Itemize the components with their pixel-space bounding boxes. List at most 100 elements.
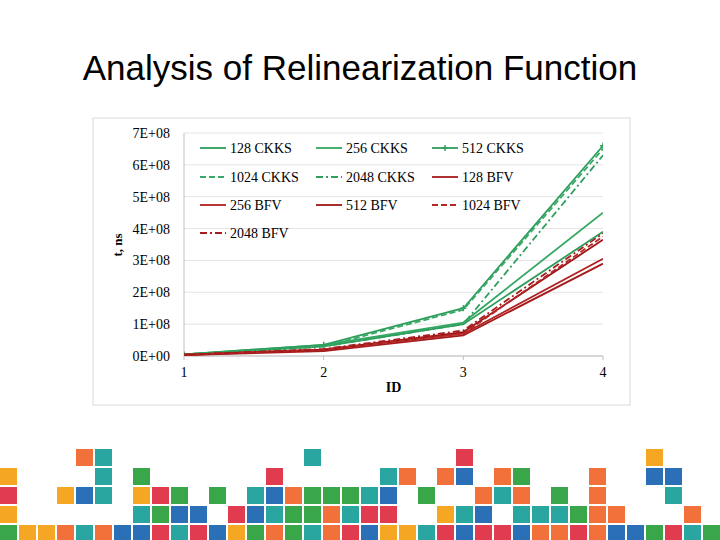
deco-square [114,525,131,540]
deco-square [627,525,644,540]
deco-square [19,525,36,540]
deco-square [646,525,663,540]
legend-item: 128 BFV [432,170,514,185]
deco-square [228,506,245,523]
deco-square [247,525,264,540]
y-tick-label: 0E+00 [133,349,170,364]
legend-label: 2048 CKKS [346,170,415,185]
deco-square [133,468,150,485]
decoration [0,449,720,540]
deco-square [266,525,283,540]
deco-square [304,506,321,523]
deco-square [646,449,663,466]
deco-square [76,449,93,466]
deco-square [703,525,720,540]
deco-square [247,506,264,523]
legend-swatch [432,204,458,206]
x-axis-title: ID [386,380,402,395]
legend-swatch [200,176,226,178]
background [0,0,720,540]
legend-item: 2048 BFV [200,226,289,241]
legend-label: 512 CKKS [462,141,524,156]
x-tick [184,356,185,360]
deco-square [171,525,188,540]
deco-square [361,506,378,523]
deco-square [285,487,302,504]
deco-square [342,506,359,523]
deco-square [380,468,397,485]
legend-swatch [316,176,342,178]
deco-square [95,487,112,504]
deco-square [418,487,435,504]
y-tick-label: 6E+08 [133,158,170,173]
deco-square [570,506,587,523]
deco-square [475,487,492,504]
deco-square [665,468,682,485]
deco-square [285,506,302,523]
plot-area [184,143,603,356]
deco-square [684,525,701,540]
legend-marker [442,145,448,151]
deco-square [76,525,93,540]
deco-square [0,506,17,523]
legend-item: 1024 BFV [432,198,521,213]
deco-square [589,487,606,504]
deco-square [57,525,74,540]
deco-square [513,525,530,540]
title: Analysis of Relinearization Function [83,48,637,87]
deco-square [342,487,359,504]
y-axis-title: t, ns [110,233,125,256]
x-tick-label: 4 [600,365,607,380]
y-axis [184,133,185,356]
y-tick-label: 4E+08 [133,222,170,237]
deco-square [0,468,17,485]
deco-square [494,487,511,504]
series-line [184,149,603,354]
deco-square [665,525,682,540]
deco-square [304,525,321,540]
deco-square [152,525,169,540]
deco-square [323,525,340,540]
deco-square [323,506,340,523]
legend-item: 256 BFV [200,198,282,213]
deco-square [589,525,606,540]
deco-square [456,449,473,466]
deco-square [95,525,112,540]
deco-square [285,525,302,540]
deco-square [380,487,397,504]
deco-square [513,487,530,504]
deco-square [266,506,283,523]
deco-square [475,525,492,540]
deco-square [0,487,17,504]
legend-swatch [200,232,226,234]
deco-square [399,525,416,540]
deco-square [494,525,511,540]
deco-square [513,506,530,523]
x-tick [463,356,464,360]
deco-square [171,487,188,504]
legend-swatch [200,204,226,206]
deco-square [570,525,587,540]
legend-label: 256 BFV [230,198,282,213]
deco-square [133,506,150,523]
legend-swatch [316,147,342,149]
deco-square [38,525,55,540]
grid-line [184,133,603,134]
y-tick-label: 3E+08 [133,253,170,268]
legend-item: 2048 CKKS [316,170,415,185]
series-line [184,155,603,354]
slide: Analysis of Relinearization Function 0E+0… [0,0,720,540]
x-axis [184,356,603,357]
deco-square [152,506,169,523]
deco-square [171,506,188,523]
legend-swatch [432,176,458,178]
y-tick-label: 5E+08 [133,190,170,205]
deco-square [323,487,340,504]
deco-square [380,525,397,540]
deco-square [95,468,112,485]
deco-square [266,468,283,485]
deco-square [551,525,568,540]
series-line [184,213,603,355]
series-marker [600,143,603,149]
deco-square [209,487,226,504]
